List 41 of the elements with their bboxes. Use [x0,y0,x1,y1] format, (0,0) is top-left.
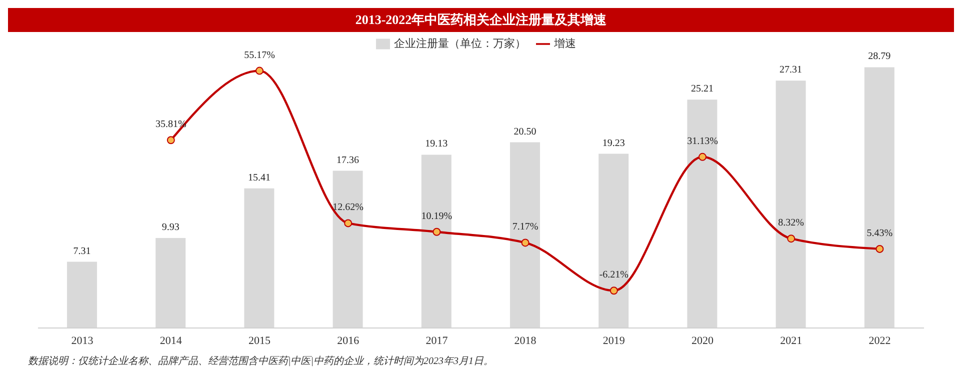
x-tick-label: 2017 [426,334,448,347]
data-label: 25.21 [690,84,714,95]
data-label: 7.31 [73,246,91,257]
data-label: 27.31 [780,64,802,76]
x-tick-label: 2018 [514,334,537,347]
point [344,219,352,228]
data-label: -6.21% [599,270,628,281]
data-label: 15.41 [248,172,270,184]
point [432,228,441,236]
data-label: 12.62% [332,202,364,214]
x-tick-label: 2022 [868,334,891,347]
legend-label: 企业注册量（单位：万家） [394,38,526,50]
data-label: 7.17% [512,222,538,233]
chart-title: 2013-2022年中医药相关企业注册量及其增速 [8,8,954,32]
text: 数据说明：仅统计企业名称、品牌产品、经营范围含中医药|中医|中药的企业，统计时间为2023年3月1日。 [28,354,494,368]
x-tick-label: 2019 [602,334,626,347]
point [876,244,884,253]
x-tick-label: 2015 [248,334,271,347]
x-tick-label: 2013 [71,334,94,347]
data-label: 8.32% [778,218,804,229]
x-tick-label: 2014 [160,334,182,347]
data-label: 19.23 [602,138,625,149]
data-label: 5.43% [866,228,893,239]
data-label: 10.19% [421,210,452,222]
data-label: 31.13% [687,136,718,147]
x-tick-label: 2020 [692,334,714,347]
x-tick-label: 2021 [780,334,802,347]
point [256,66,264,75]
point [698,152,706,161]
data-label: 19.13 [425,138,448,150]
data-label: 55.17% [244,50,275,61]
point [521,238,530,247]
data-label: 20.50 [514,126,536,138]
data-label: 28.79 [868,51,891,62]
point [787,234,796,243]
x-tick-label: 2016 [337,334,360,347]
legend-label: 增速 [554,38,576,50]
data-label: 9.93 [162,222,180,234]
point [166,136,175,144]
point [610,286,618,295]
data-label: 17.36 [336,154,360,166]
